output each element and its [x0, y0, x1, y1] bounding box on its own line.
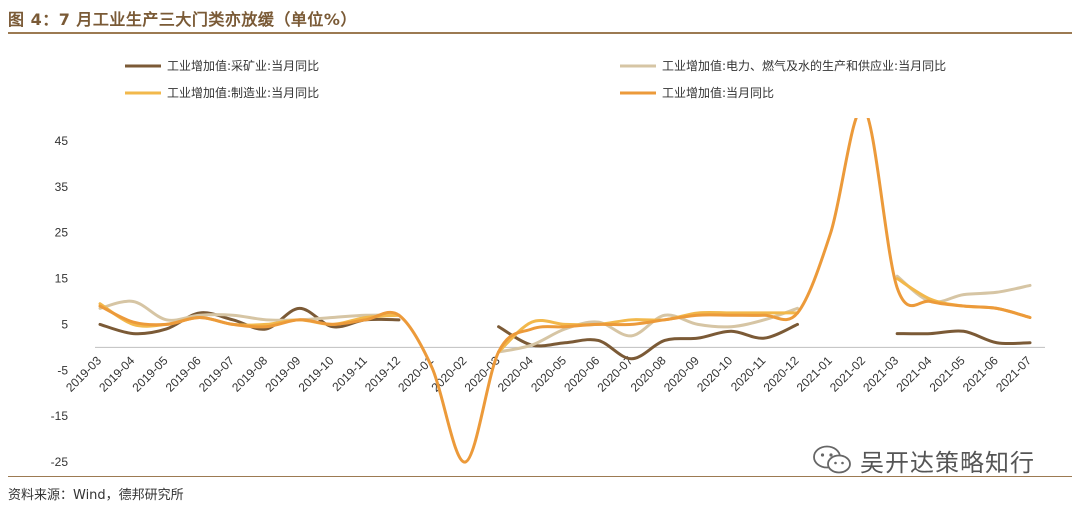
- x-tick-label: 2019-09: [262, 353, 303, 394]
- legend-label-utilities: 工业增加值:电力、燃气及水的生产和供应业:当月同比: [662, 58, 946, 73]
- x-tick-label: 2020-12: [761, 353, 802, 394]
- y-axis: -25 -15 -5 5 15 25 35 45: [51, 134, 1045, 469]
- series-lines: [98, 118, 1032, 464]
- y-tick-label: 45: [55, 134, 69, 148]
- series-line-mining: [497, 322, 799, 361]
- y-tick-label: -25: [51, 455, 69, 469]
- y-tick-label: 15: [55, 272, 69, 286]
- x-tick-label: 2020-06: [561, 353, 602, 394]
- legend-label-mining: 工业增加值:采矿业:当月同比: [167, 58, 319, 73]
- x-tick-label: 2021-03: [860, 353, 901, 394]
- series-line-utilities: [497, 306, 799, 354]
- x-tick-label: 2019-08: [229, 353, 270, 394]
- series-line-utilities: [895, 274, 1032, 304]
- x-tick-label: 2020-05: [528, 353, 569, 394]
- x-tick-label: 2019-03: [63, 353, 104, 394]
- x-tick-label: 2019-05: [130, 353, 171, 394]
- x-tick-label: 2019-06: [163, 353, 204, 394]
- source-note: 资料来源：Wind，德邦研究所: [8, 488, 184, 503]
- y-tick-label: -15: [51, 409, 69, 423]
- watermark-text: 吴开达策略知行: [860, 448, 1035, 477]
- chart-title: 图 4：7 月工业生产三大门类亦放缓（单位%）: [8, 10, 357, 29]
- y-tick-label: 35: [55, 180, 69, 194]
- x-tick-label: 2019-07: [196, 353, 237, 394]
- x-tick-label: 2019-10: [296, 353, 337, 394]
- wechat-icon: [813, 445, 851, 474]
- legend-label-total: 工业增加值:当月同比: [662, 85, 774, 100]
- series-line-manufacturing: [497, 310, 799, 354]
- x-tick-label: 2021-07: [993, 353, 1034, 394]
- x-tick-label: 2021-01: [794, 353, 835, 394]
- series-line-total: [98, 118, 1032, 464]
- legend: 工业增加值:采矿业:当月同比 工业增加值:电力、燃气及水的生产和供应业:当月同比工…: [125, 58, 946, 100]
- chart: 工业增加值:采矿业:当月同比 工业增加值:电力、燃气及水的生产和供应业:当月同比工…: [51, 58, 1045, 469]
- x-tick-label: 2020-01: [395, 353, 436, 394]
- x-tick-label: 2020-09: [661, 353, 702, 394]
- x-tick-label: 2019-04: [96, 353, 137, 394]
- x-tick-label: 2021-04: [893, 353, 934, 394]
- x-tick-label: 2021-06: [960, 353, 1001, 394]
- x-tick-label: 2021-02: [827, 353, 868, 394]
- series-line-utilities: [98, 299, 401, 322]
- x-axis: 2019-032019-042019-052019-062019-072019-…: [63, 353, 1034, 394]
- title-rule: [8, 32, 1072, 34]
- series-line-mining: [895, 329, 1032, 346]
- x-tick-label: 2020-04: [495, 353, 536, 394]
- y-tick-label: 25: [55, 226, 69, 240]
- x-tick-label: 2020-10: [694, 353, 735, 394]
- y-tick-label: 5: [61, 317, 68, 331]
- watermark: 吴开达策略知行: [812, 444, 1035, 477]
- y-tick-label: -5: [57, 363, 68, 377]
- x-tick-label: 2019-12: [362, 353, 403, 394]
- legend-label-manufacturing: 工业增加值:制造业:当月同比: [167, 85, 319, 100]
- source-rule: [8, 476, 1072, 477]
- x-tick-label: 2021-05: [927, 353, 968, 394]
